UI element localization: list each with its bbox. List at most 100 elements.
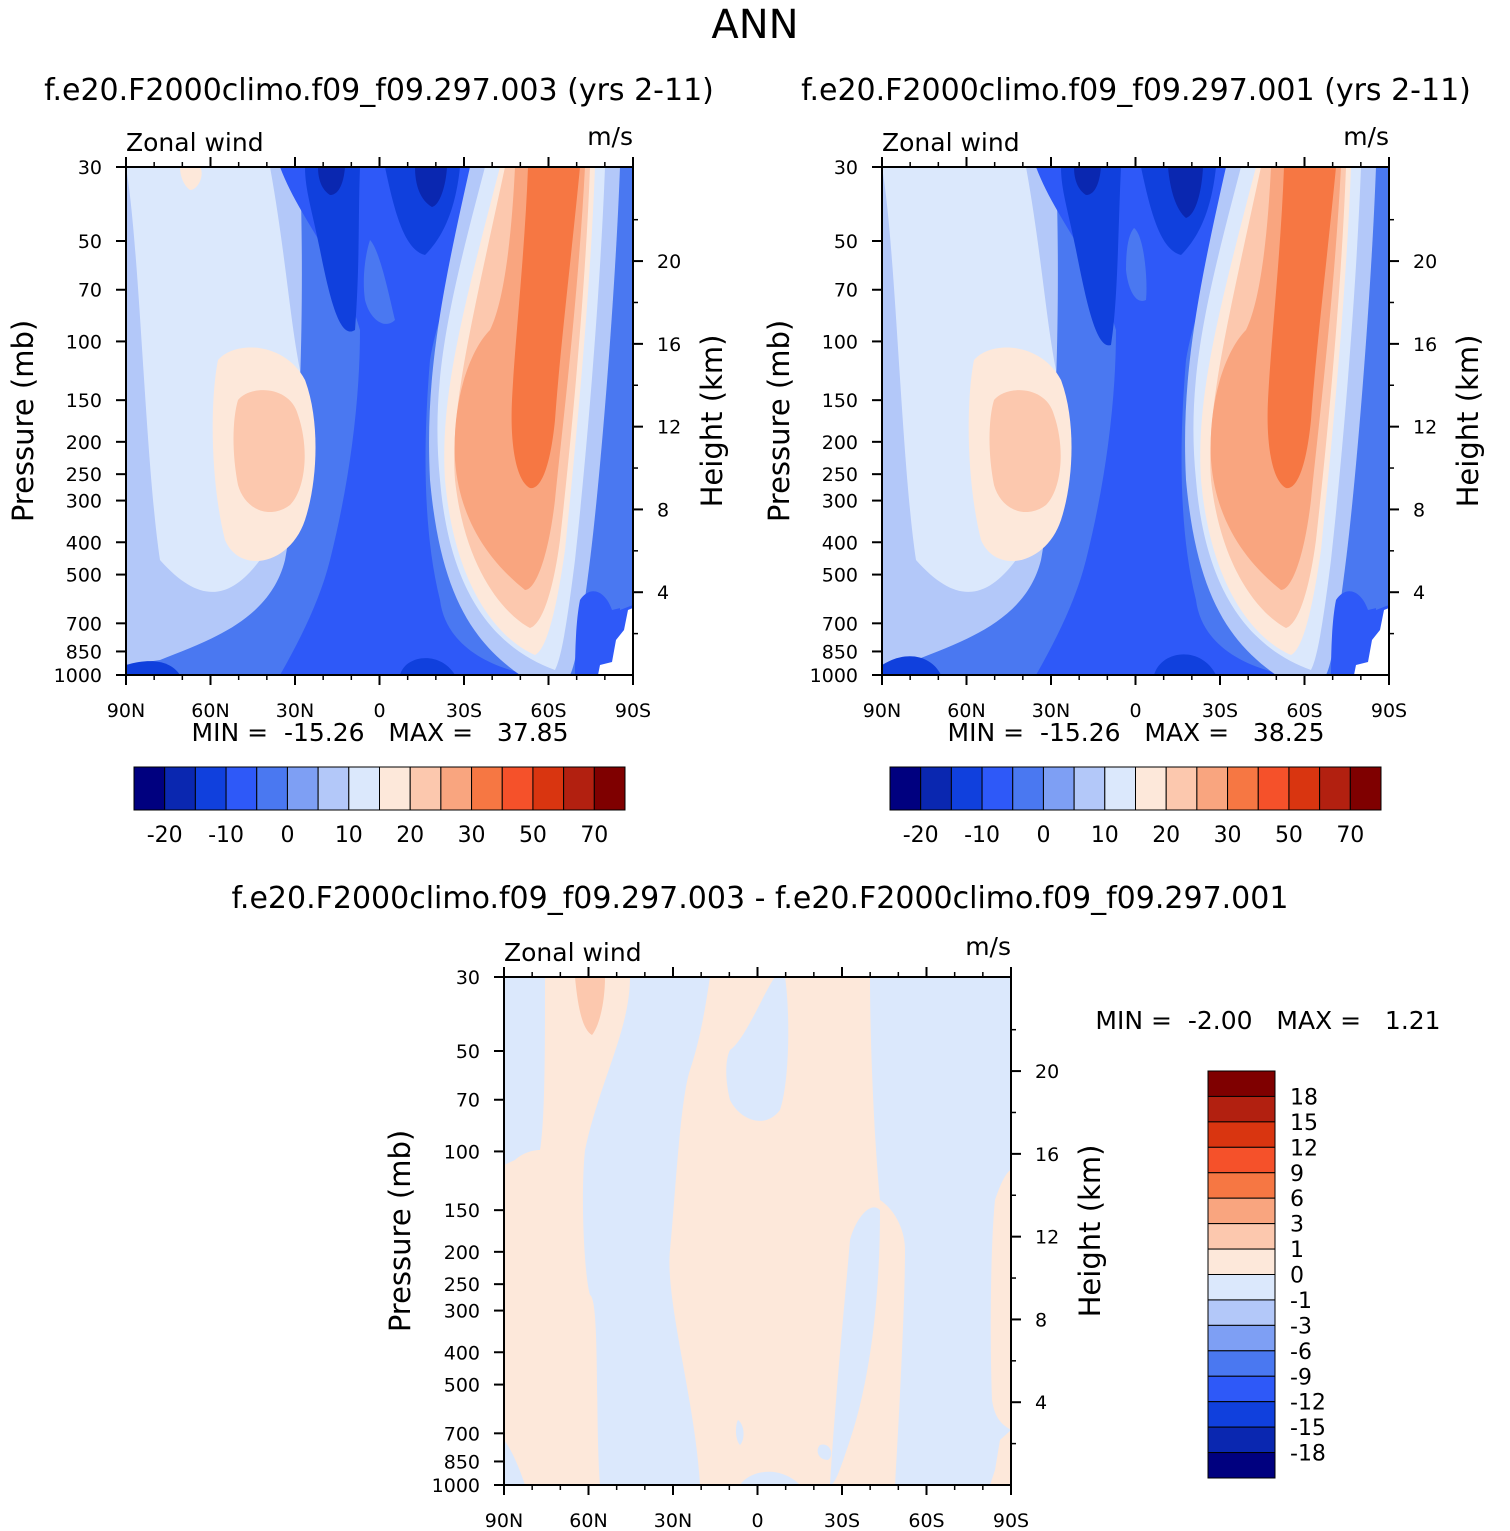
panel1-left-string: Zonal wind (126, 128, 264, 157)
panel2-colorbar-swatch (1319, 766, 1351, 811)
panel2-colorbar-swatch (950, 766, 983, 811)
panel1-colorbar-swatch (317, 766, 350, 811)
panel3-x-tick-label: 0 (751, 1510, 763, 1531)
panel1-colorbar-swatch (471, 766, 503, 811)
panel3-colorbar-label: 3 (1290, 1213, 1304, 1238)
panel3-contour-neg-mid-lower (735, 1420, 744, 1445)
panel1-colorbar-swatch (379, 766, 411, 811)
panel3-y-tick-label: 150 (444, 1200, 480, 1222)
panel3-colorbar-swatch (1207, 1350, 1276, 1377)
panel3-contour-pos-left-band-inner (684, 1320, 697, 1412)
panel1-contour-darkest-blue-cap-right (415, 167, 447, 207)
panel1-colorbar-swatch (532, 766, 565, 811)
panel2-y-tick-label: 150 (822, 390, 858, 412)
panel2-y2-tick-label: 8 (1413, 499, 1425, 521)
panel3-units: m/s (965, 932, 1011, 961)
panel3-y-tick-label: 200 (444, 1242, 480, 1264)
panel1-y-tick-label: 250 (66, 464, 102, 486)
panel1-colorbar-swatch (194, 766, 227, 811)
panel1-contour-peach-north-jet (233, 390, 305, 513)
panel3-colorbar-swatch (1207, 1146, 1276, 1174)
panel2-contour-peach-north-jet (989, 390, 1061, 513)
panel1-colorbar-label: 30 (458, 823, 486, 848)
panel3-contour-neg-mid-region (726, 977, 789, 1121)
panel1-colorbar: -20 -10 0 10 20 30 50 70 (133, 766, 626, 848)
panel3-y2-tick-label: 20 (1035, 1061, 1059, 1083)
panel1-y2-tick-label: 12 (657, 417, 681, 439)
panel2-colorbar-label: -20 (903, 823, 939, 848)
panel2-y-tick-label: 30 (834, 157, 858, 179)
panel2-contour-south-jet-core (1267, 167, 1336, 489)
panel2-contour-darkest-blue-cap-right (1168, 167, 1203, 218)
panel3-colorbar-label: 18 (1290, 1085, 1318, 1110)
panel3-colorbar-label: -12 (1290, 1391, 1326, 1416)
panel1-colorbar-swatch (286, 766, 319, 811)
panel1-y2-tick-label: 8 (657, 499, 669, 521)
panel1-colorbar-label: 10 (335, 823, 363, 848)
panel2-x-tick-label: 90S (1371, 700, 1407, 722)
panel3-colorbar-label: 6 (1290, 1187, 1304, 1212)
panel1-subtitle: f.e20.F2000climo.f09_f09.297.003 (yrs 2-… (44, 73, 714, 108)
panel2-subtitle: f.e20.F2000climo.f09_f09.297.001 (yrs 2-… (801, 73, 1471, 108)
panel1-y-tick-label: 100 (66, 331, 102, 353)
panel1-y-tick-label: 700 (66, 613, 102, 635)
panel3-colorbar-swatch (1207, 1223, 1276, 1250)
panel1-units: m/s (587, 122, 633, 151)
panel2-colorbar-swatch (1042, 766, 1075, 811)
panel2-colorbar-swatch (1135, 766, 1167, 811)
panel2-y-tick-label: 400 (822, 532, 858, 554)
panel3-left-string: Zonal wind (504, 938, 642, 967)
panel3-colorbar-swatch (1207, 1248, 1276, 1275)
panel2-x-tick-label: 60N (947, 700, 985, 722)
panel2-y2-tick-label: 4 (1413, 582, 1425, 604)
panel2-colorbar-swatch (1288, 766, 1321, 811)
panel3-y2-tick-label: 12 (1035, 1227, 1059, 1249)
panel3-colorbar-label: -15 (1290, 1416, 1326, 1441)
panel3-y-tick-label: 70 (456, 1090, 480, 1112)
panel2-colorbar-swatch (1073, 766, 1106, 811)
panel3-x-tick-label: 60N (569, 1510, 607, 1531)
panel2-colorbar-swatch (1349, 766, 1382, 811)
panel3-colorbar-label: 0 (1290, 1264, 1304, 1289)
panel3-y-tick-label: 100 (444, 1141, 480, 1163)
panel3-stats: MIN = -2.00 MAX = 1.21 (1095, 1006, 1440, 1035)
panel1-y-tick-label: 300 (66, 491, 102, 513)
panel1-colorbar-swatch (256, 766, 288, 811)
panel2-y-tick-label: 850 (822, 641, 858, 663)
panel2-colorbar-label: 30 (1214, 823, 1242, 848)
panel2-contour-darkest-blue-cap-left (1074, 167, 1101, 195)
panel1: Zonal wind m/s 9 (6, 122, 729, 848)
panel3-contour-neg-south-small (817, 1444, 832, 1460)
panel3-y-tick-label: 500 (444, 1375, 480, 1397)
panel2-x-tick-label: 30S (1202, 700, 1238, 722)
panel3-colorbar-swatch (1207, 1274, 1276, 1301)
panel1-colorbar-label: -10 (208, 823, 244, 848)
panel1-x-tick-label: 60S (530, 700, 566, 722)
panel2-colorbar-label: -10 (964, 823, 1000, 848)
panel2-y-tick-label: 700 (822, 613, 858, 635)
panel1-y-tick-label: 400 (66, 532, 102, 554)
panel3-y-tick-label: 850 (444, 1451, 480, 1473)
panel3-colorbar-label: 12 (1290, 1136, 1318, 1161)
panel1-contour-mid-blue-core-north (363, 240, 395, 324)
panel2-contour-dark-blue-top-left (1061, 167, 1121, 346)
panel3-ylabel: Pressure (mb) (383, 1130, 417, 1332)
panel1-colorbar-swatch (409, 766, 442, 811)
panel2-y-tick-label: 200 (822, 432, 858, 454)
panel2-y-tick-label: 1000 (810, 665, 858, 687)
panel1-y2-tick-label: 16 (657, 334, 681, 356)
panel3-colorbar-label: -18 (1290, 1442, 1326, 1467)
panel3-contour-neg-west-edge (504, 977, 545, 1165)
panel3-colorbar-swatch (1207, 1121, 1276, 1148)
panel3-y2-tick-label: 4 (1035, 1392, 1047, 1414)
panel1-y-tick-label: 30 (78, 157, 102, 179)
panel2-contour-south-polar-white (1354, 608, 1389, 675)
panel1-y-tick-label: 500 (66, 565, 102, 587)
panel1-contour-south-polar-white (598, 608, 633, 675)
panel1-contour-south-jet-core (511, 167, 580, 489)
panel1-colorbar-label: 0 (280, 823, 294, 848)
panel3-colorbar-label: -3 (1290, 1314, 1312, 1339)
panel2-ylabel: Pressure (mb) (762, 320, 796, 522)
panel1-colorbar-label: -20 (147, 823, 183, 848)
panel2-y-tick-label: 70 (834, 280, 858, 302)
